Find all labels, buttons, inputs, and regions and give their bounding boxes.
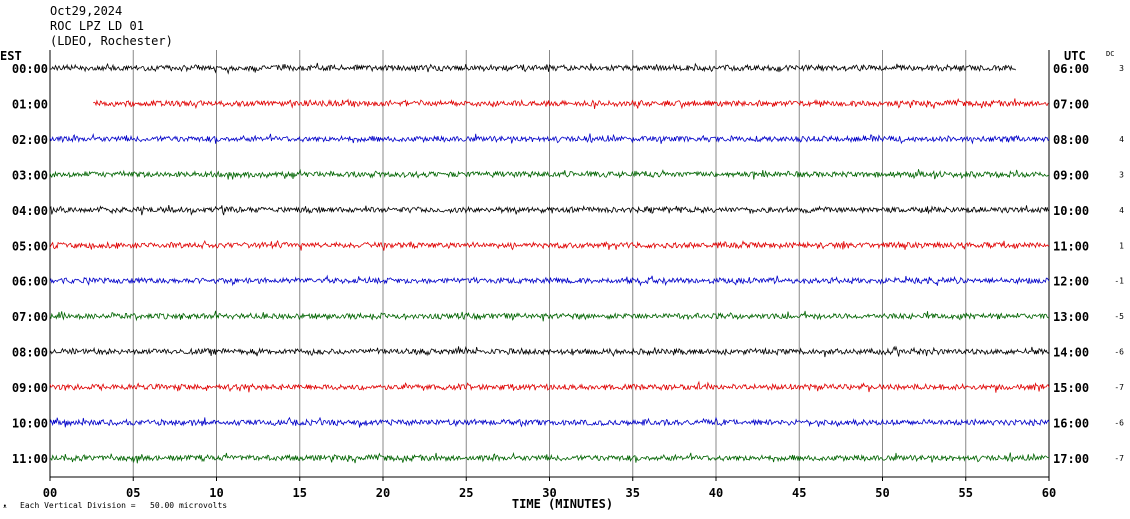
x-tick-label: 20 — [376, 486, 390, 500]
x-tick-label: 30 — [542, 486, 556, 500]
dc-value: 1 — [1119, 241, 1124, 250]
est-time-label: 03:00 — [12, 168, 48, 182]
x-tick-label: 35 — [626, 486, 640, 500]
corner-mark: ᴥ — [3, 502, 7, 510]
est-axis-label: EST — [0, 49, 22, 63]
est-time-label: 01:00 — [12, 97, 48, 111]
dc-value: 4 — [1119, 206, 1124, 215]
utc-axis-label: UTC — [1064, 49, 1086, 63]
dc-value: 3 — [1119, 64, 1124, 73]
x-tick-label: 05 — [126, 486, 140, 500]
utc-time-label: 15:00 — [1053, 381, 1089, 395]
est-time-label: 07:00 — [12, 310, 48, 324]
utc-time-label: 11:00 — [1053, 239, 1089, 253]
dc-value: -5 — [1114, 312, 1124, 321]
scale-note: Each Vertical Division = 50.00 microvolt… — [20, 501, 228, 510]
utc-time-label: 07:00 — [1053, 97, 1089, 111]
seismic-trace — [49, 239, 1050, 251]
utc-time-label: 16:00 — [1053, 417, 1089, 431]
dc-value: -7 — [1114, 383, 1124, 392]
x-tick-label: 15 — [293, 486, 307, 500]
dc-axis-label: DC — [1106, 50, 1114, 58]
seismic-trace — [49, 310, 1050, 322]
station-label: ROC LPZ LD 01 — [50, 19, 144, 33]
est-time-label: 06:00 — [12, 275, 48, 289]
est-time-label: 08:00 — [12, 346, 48, 360]
est-time-label: 09:00 — [12, 381, 48, 395]
utc-time-label: 10:00 — [1053, 204, 1089, 218]
est-time-label: 00:00 — [12, 62, 48, 76]
seismic-trace — [49, 132, 1050, 145]
seismic-trace — [49, 380, 1050, 393]
utc-time-label: 12:00 — [1053, 275, 1089, 289]
network-label: (LDEO, Rochester) — [50, 34, 173, 48]
x-axis-title: TIME (MINUTES) — [512, 497, 613, 511]
x-tick-label: 45 — [792, 486, 806, 500]
est-time-label: 11:00 — [12, 452, 48, 466]
est-time-label: 05:00 — [12, 239, 48, 253]
seismic-trace — [93, 98, 1049, 110]
x-tick-label: 25 — [459, 486, 473, 500]
x-tick-label: 55 — [959, 486, 973, 500]
seismic-trace — [49, 451, 1050, 464]
seismic-trace — [49, 274, 1050, 287]
seismic-trace — [49, 205, 1050, 216]
x-tick-label: 40 — [709, 486, 723, 500]
dc-value: 4 — [1119, 135, 1124, 144]
dc-value: -7 — [1114, 454, 1124, 463]
est-time-label: 02:00 — [12, 133, 48, 147]
x-tick-label: 50 — [875, 486, 889, 500]
utc-time-label: 08:00 — [1053, 133, 1089, 147]
est-time-label: 10:00 — [12, 417, 48, 431]
est-time-label: 04:00 — [12, 204, 48, 218]
dc-value: -1 — [1114, 277, 1124, 286]
seismic-trace — [49, 345, 1050, 358]
date-label: Oct29,2024 — [50, 4, 123, 18]
utc-time-label: 13:00 — [1053, 310, 1089, 324]
dc-value: -6 — [1114, 348, 1124, 357]
dc-value: -6 — [1114, 419, 1124, 428]
utc-time-label: 14:00 — [1053, 346, 1089, 360]
x-tick-label: 00 — [43, 486, 57, 500]
utc-time-label: 17:00 — [1053, 452, 1089, 466]
dc-value: 3 — [1119, 170, 1124, 179]
utc-time-label: 06:00 — [1053, 62, 1089, 76]
x-tick-label: 60 — [1042, 486, 1056, 500]
seismic-trace — [49, 62, 1016, 75]
utc-time-label: 09:00 — [1053, 168, 1089, 182]
x-tick-label: 10 — [209, 486, 223, 500]
seismic-trace — [49, 168, 1050, 180]
seismic-trace — [49, 416, 1050, 428]
